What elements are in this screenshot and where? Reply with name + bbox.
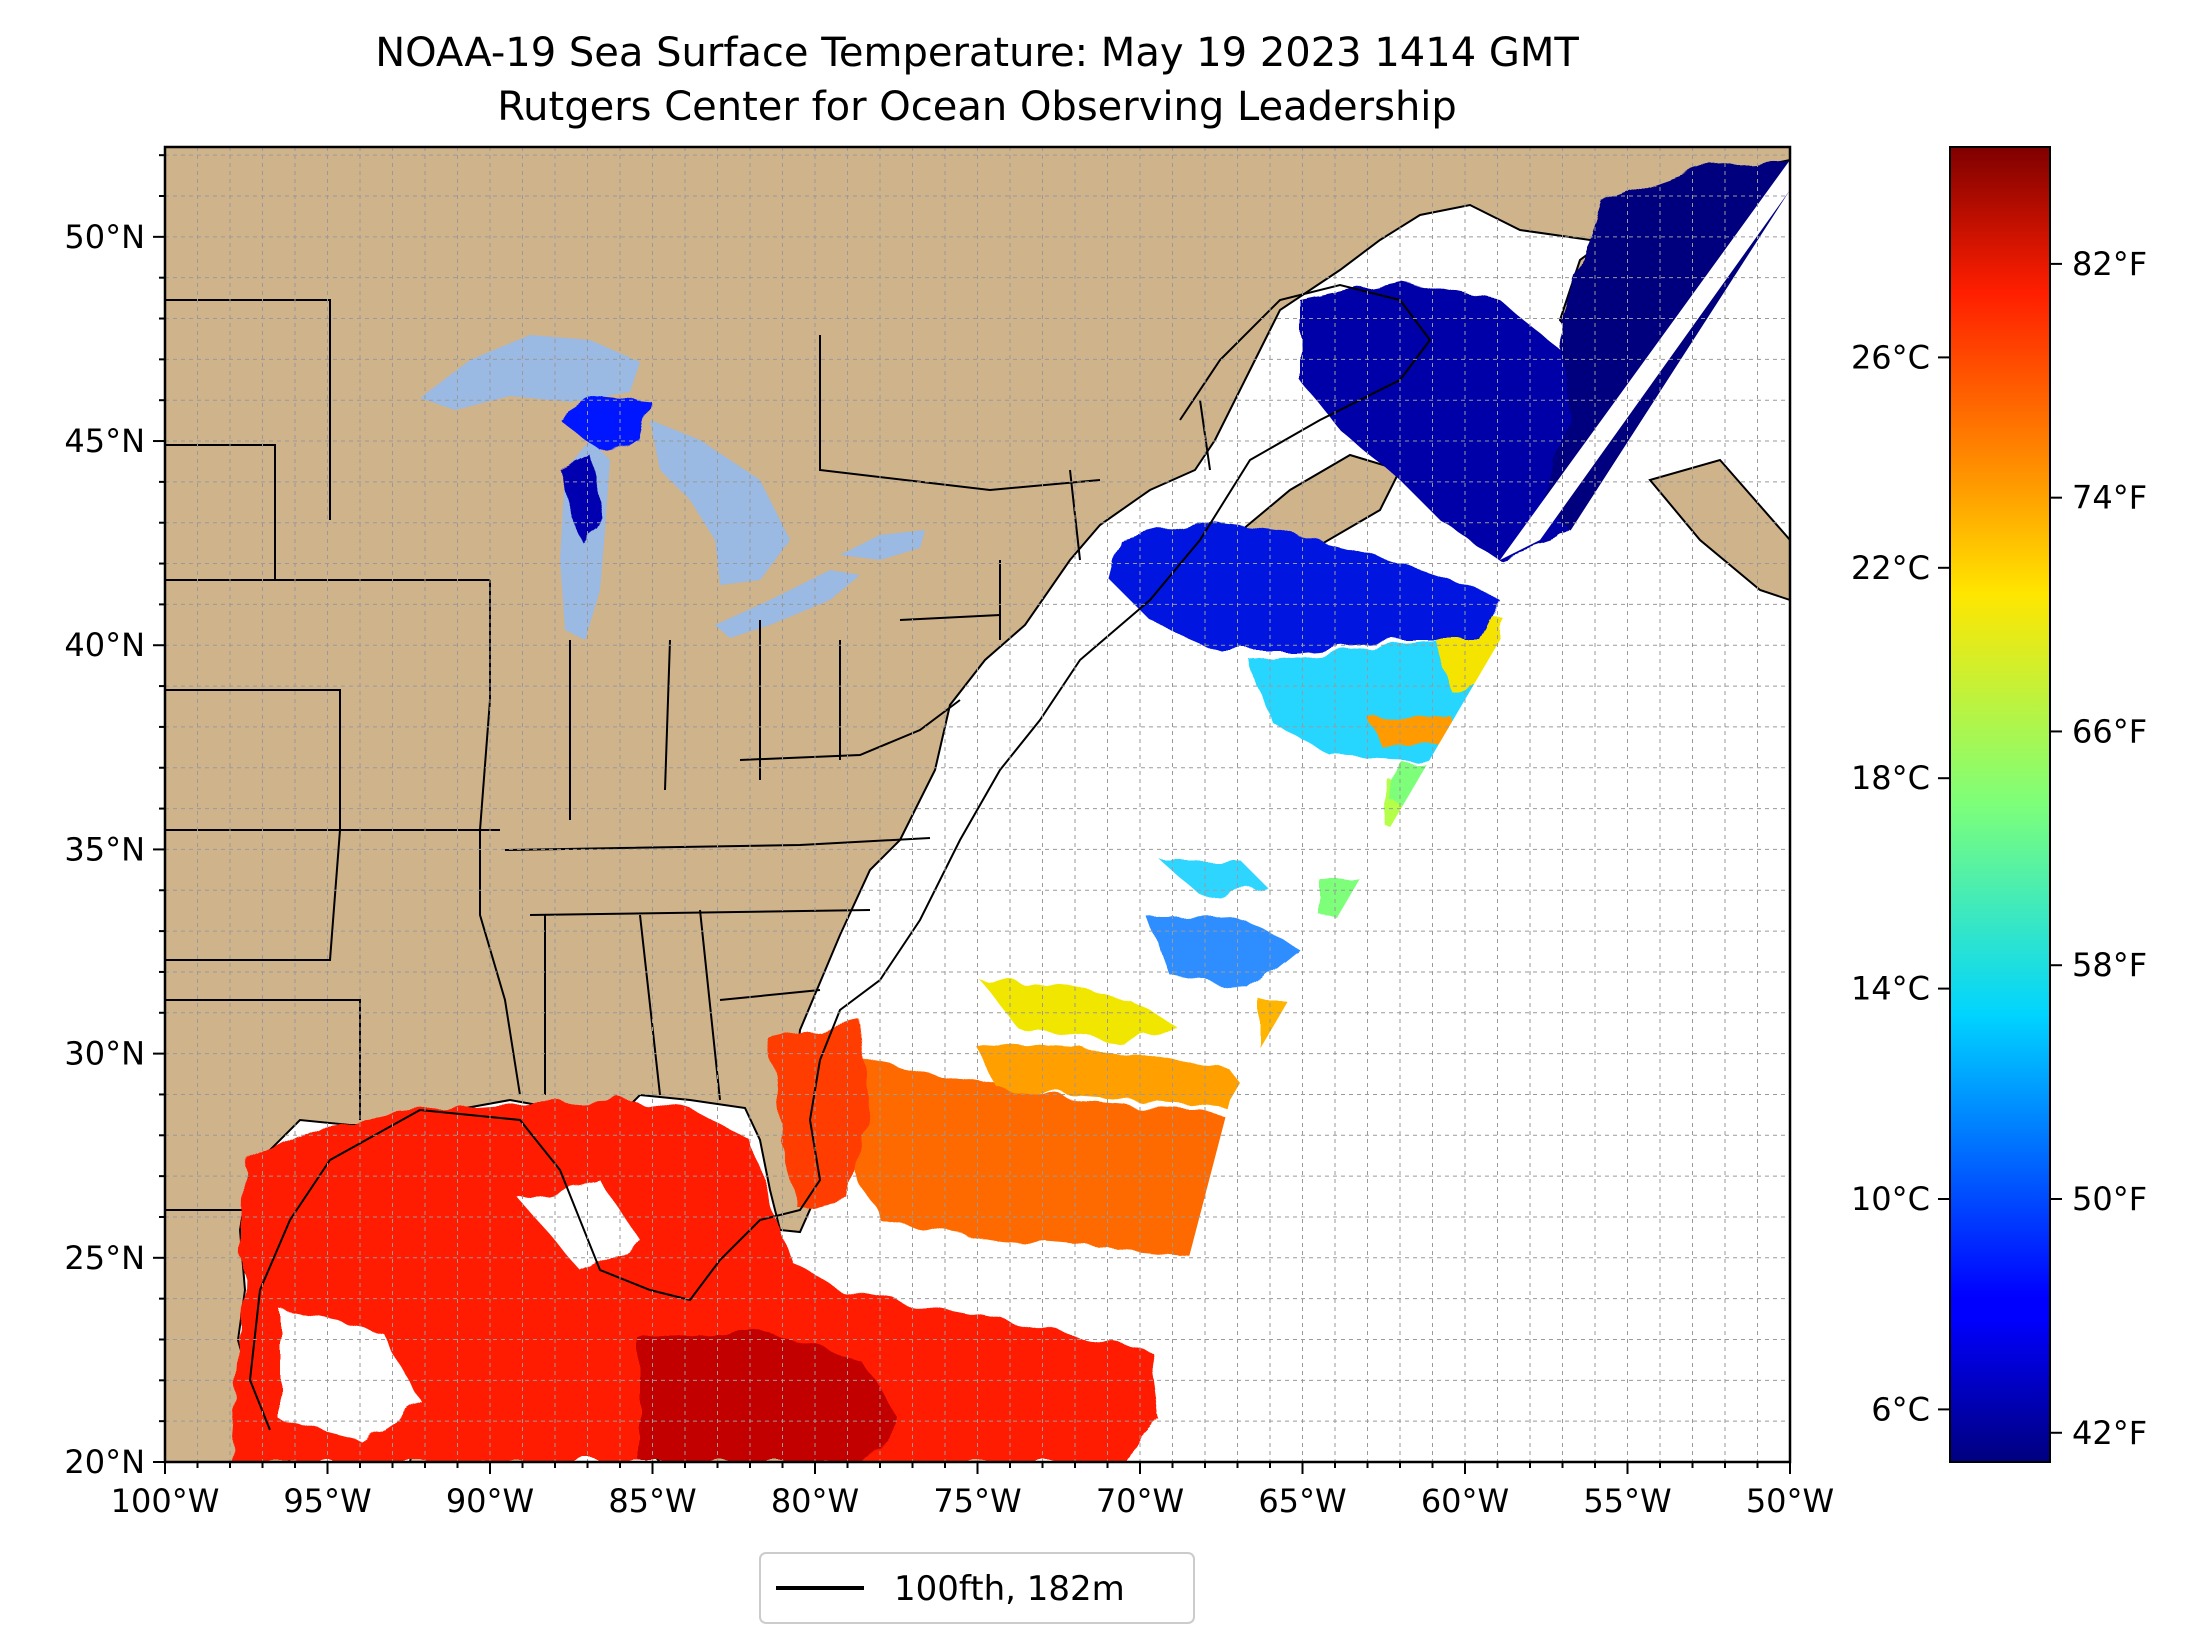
colorbar-c-tick-label: 6°C — [1871, 1390, 1930, 1428]
y-tick-label: 35°N — [64, 830, 145, 868]
y-tick-label: 45°N — [64, 422, 145, 460]
x-tick-label: 95°W — [283, 1482, 371, 1520]
colorbar-f-tick-label: 42°F — [2072, 1414, 2147, 1452]
x-tick-label: 55°W — [1583, 1482, 1671, 1520]
title-line-2: Rutgers Center for Ocean Observing Leade… — [497, 84, 1457, 130]
y-axis-ticks: 20°N 25°N 30°N 35°N 40°N 45°N 50°N — [64, 154, 165, 1481]
x-tick-label: 90°W — [446, 1482, 534, 1520]
lake-erie — [715, 570, 860, 638]
lake-superior — [420, 335, 640, 410]
colorbar-f-tick-label: 66°F — [2072, 712, 2147, 750]
colorbar-c-tick-label: 26°C — [1851, 338, 1930, 376]
y-tick-label: 40°N — [64, 626, 145, 664]
colorbar-fahrenheit-ticks: 42°F 50°F 58°F 66°F 74°F 82°F — [2050, 245, 2147, 1452]
legend-label: 100fth, 182m — [894, 1569, 1125, 1609]
x-tick-label: 60°W — [1421, 1482, 1509, 1520]
x-tick-label: 100°W — [111, 1482, 220, 1520]
colorbar-f-tick-label: 74°F — [2072, 479, 2147, 517]
y-tick-label: 25°N — [64, 1239, 145, 1277]
y-tick-label: 30°N — [64, 1035, 145, 1073]
swath-edge — [1160, 190, 1790, 1462]
colorbar-f-tick-label: 50°F — [2072, 1180, 2147, 1218]
colorbar — [1949, 146, 2051, 1463]
colorbar-f-tick-label: 82°F — [2072, 245, 2147, 283]
y-tick-label: 50°N — [64, 218, 145, 256]
x-tick-label: 80°W — [771, 1482, 859, 1520]
state-borders — [165, 299, 1211, 1211]
y-tick-label: 20°N — [64, 1443, 145, 1481]
colorbar-c-tick-label: 22°C — [1851, 549, 1930, 587]
x-tick-label: 85°W — [608, 1482, 696, 1520]
colorbar-c-tick-label: 18°C — [1851, 759, 1930, 797]
lake-ontario — [840, 530, 925, 560]
sst-swath — [230, 160, 1790, 1462]
x-tick-label: 75°W — [933, 1482, 1021, 1520]
colorbar-f-tick-label: 58°F — [2072, 946, 2147, 984]
isobath-100fth — [248, 283, 1432, 1431]
legend: 100fth, 182m — [759, 1552, 1195, 1624]
x-tick-label: 70°W — [1096, 1482, 1184, 1520]
title-line-1: NOAA-19 Sea Surface Temperature: May 19 … — [375, 30, 1579, 76]
legend-box — [759, 1552, 1195, 1624]
x-axis-ticks: 100°W 95°W 90°W 85°W 80°W 75°W 70°W 65°W 60°W 55°… — [111, 1462, 1834, 1520]
colorbar-celsius-ticks: 6°C 10°C 14°C 18°C 22°C 26°C — [1851, 338, 1950, 1428]
colorbar-c-tick-label: 10°C — [1851, 1180, 1930, 1218]
colorbar-c-tick-label: 14°C — [1851, 970, 1930, 1008]
x-tick-label: 50°W — [1746, 1482, 1834, 1520]
x-tick-label: 65°W — [1258, 1482, 1346, 1520]
graticule — [165, 147, 1790, 1462]
